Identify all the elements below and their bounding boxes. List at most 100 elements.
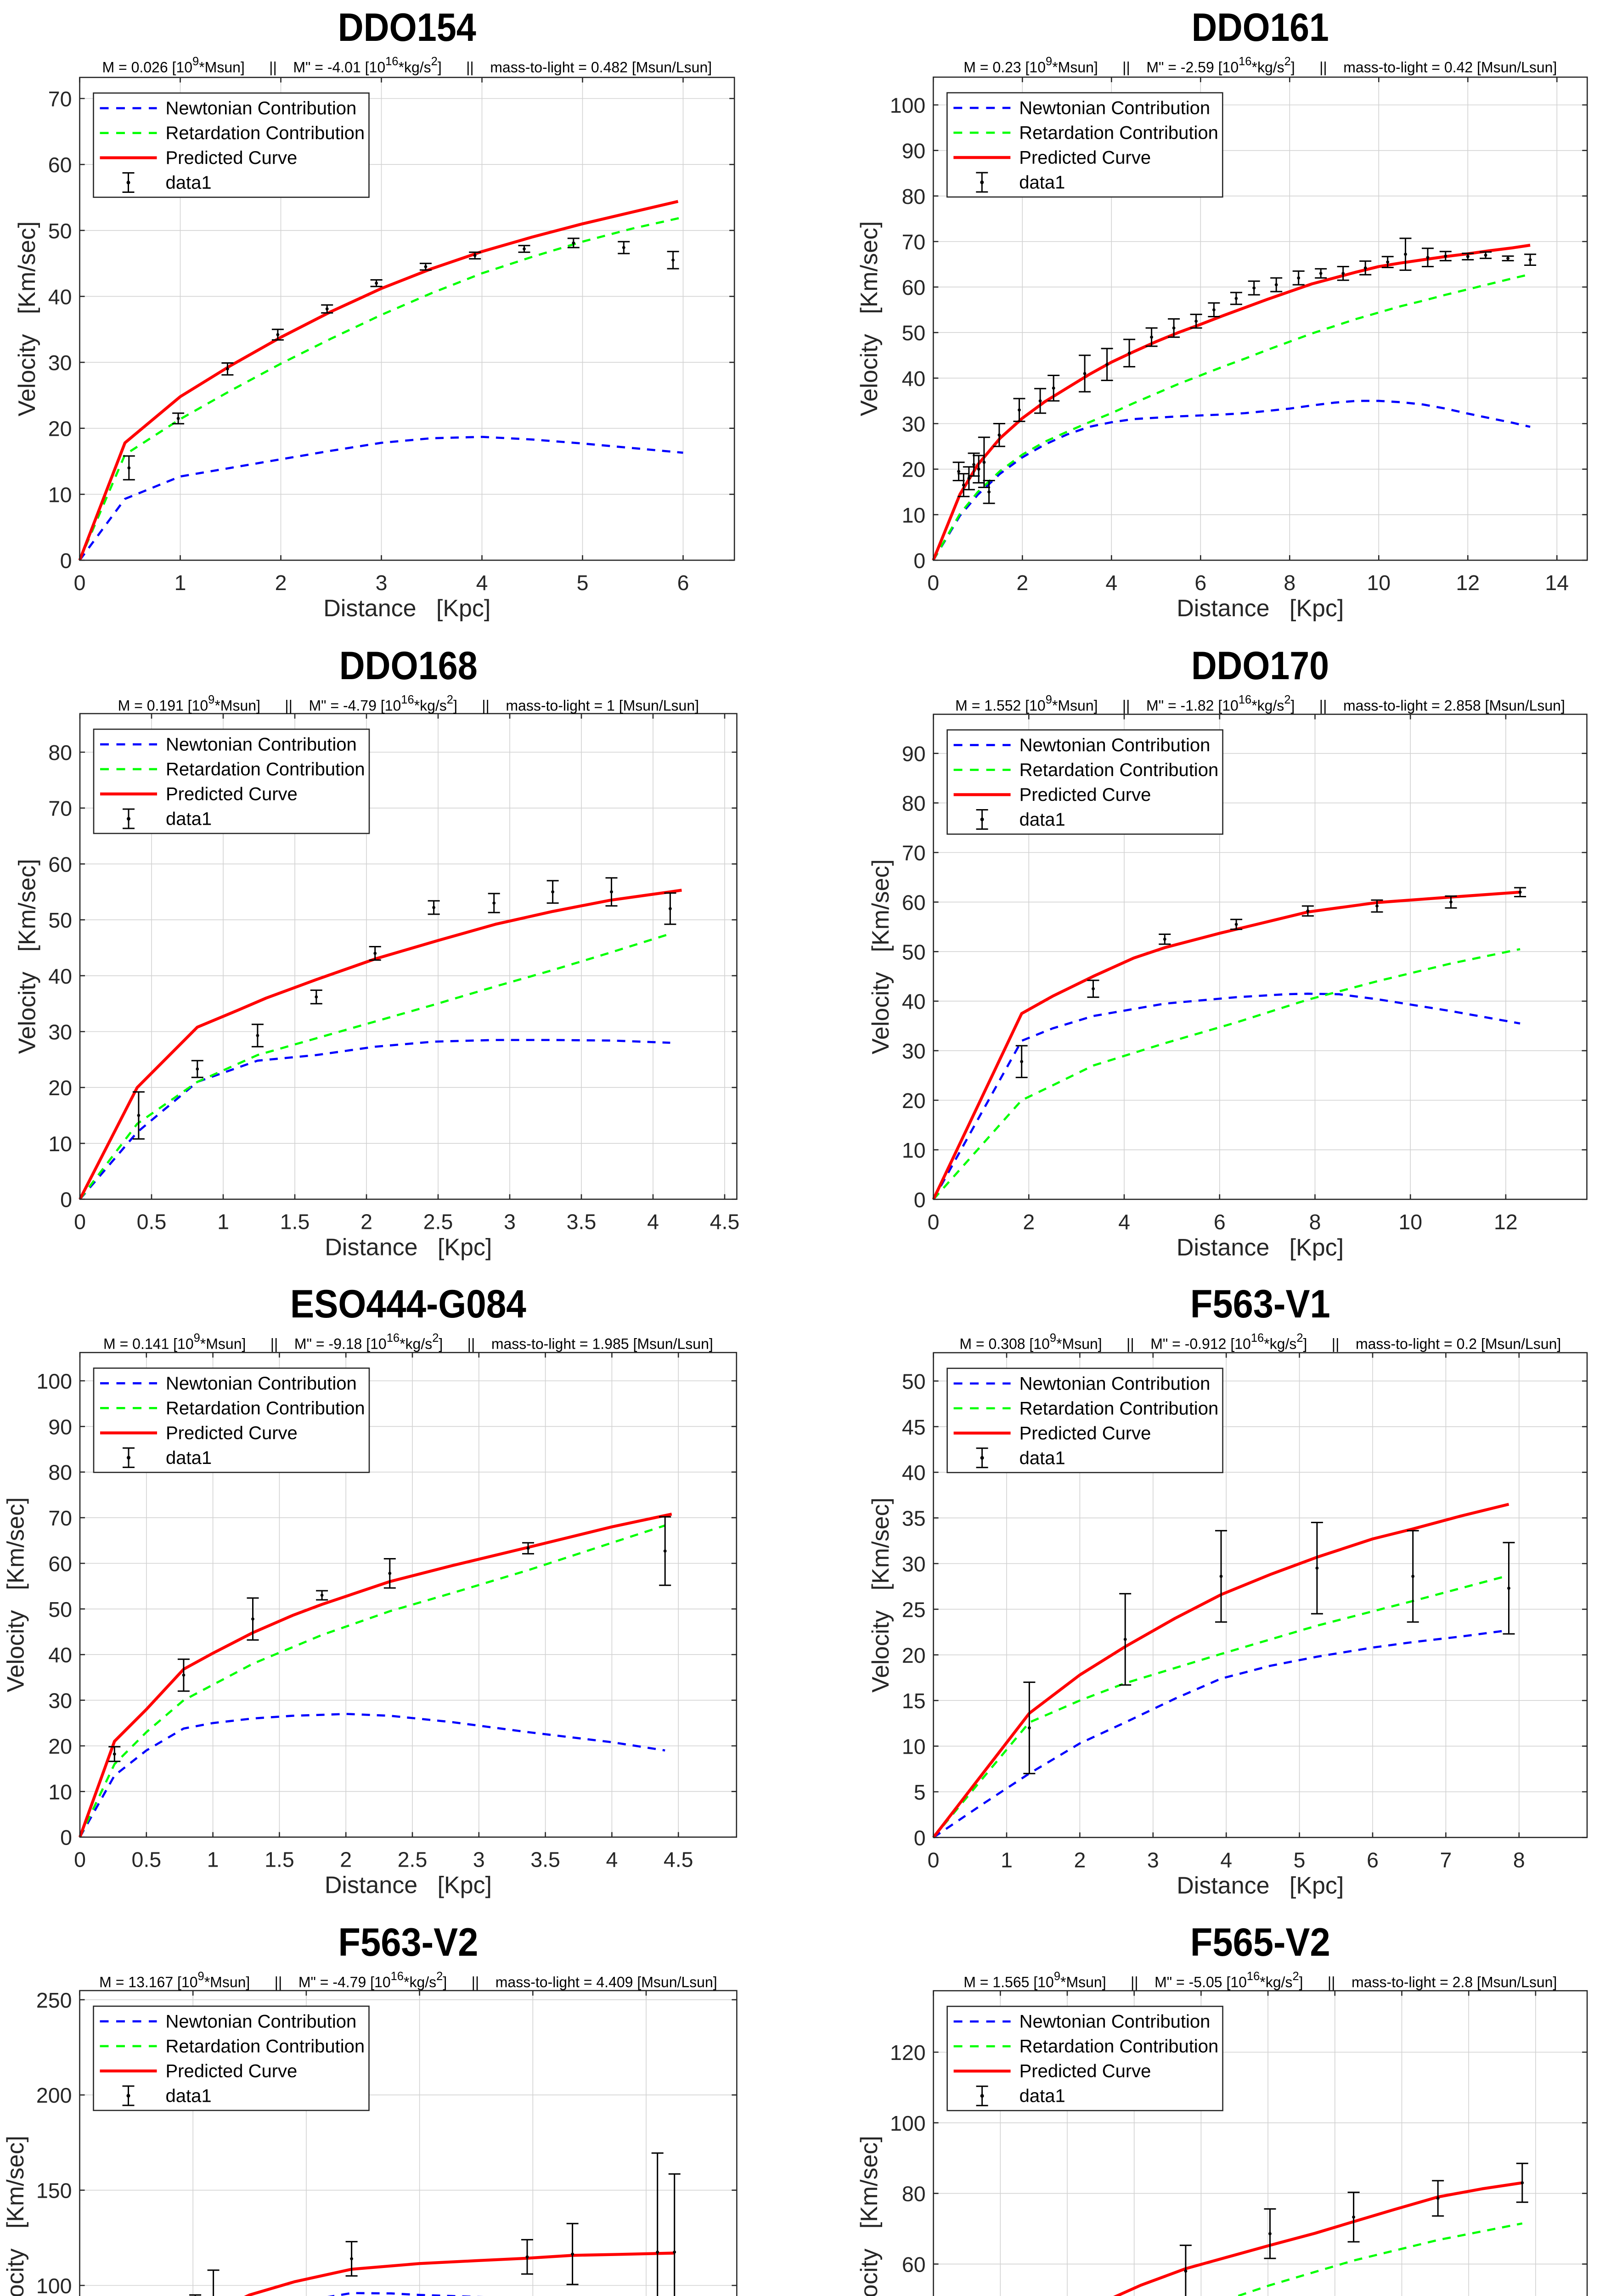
- svg-text:Newtonian Contribution: Newtonian Contribution: [166, 1373, 357, 1394]
- svg-text:Distance [Kpc]: Distance [Kpc]: [1177, 595, 1344, 622]
- svg-text:0: 0: [60, 1826, 72, 1850]
- svg-text:3: 3: [1147, 1848, 1159, 1872]
- svg-text:12: 12: [1494, 1210, 1518, 1234]
- svg-text:Velocity [Km/sec]: Velocity [Km/sec]: [2, 2136, 29, 2296]
- svg-text:DDO161: DDO161: [1192, 6, 1329, 50]
- svg-text:Velocity [Km/sec]: Velocity [Km/sec]: [14, 859, 40, 1054]
- svg-text:20: 20: [48, 1734, 72, 1758]
- svg-text:70: 70: [902, 841, 926, 865]
- svg-text:Velocity [Km/sec]: Velocity [Km/sec]: [3, 1497, 29, 1693]
- svg-text:data1: data1: [166, 173, 212, 193]
- svg-text:data1: data1: [1019, 173, 1065, 193]
- svg-text:Predicted Curve: Predicted Curve: [1019, 1423, 1151, 1443]
- svg-text:20: 20: [902, 1643, 926, 1667]
- svg-text:250: 250: [36, 1988, 72, 2012]
- svg-text:35: 35: [902, 1507, 926, 1531]
- svg-text:40: 40: [48, 1643, 72, 1667]
- svg-text:8: 8: [1309, 1210, 1321, 1234]
- svg-text:10: 10: [902, 503, 926, 527]
- svg-text:1: 1: [207, 1848, 219, 1872]
- svg-text:4: 4: [606, 1848, 618, 1872]
- svg-text:2.5: 2.5: [423, 1210, 453, 1234]
- svg-text:Predicted Curve: Predicted Curve: [1019, 785, 1151, 805]
- svg-text:40: 40: [48, 285, 72, 309]
- svg-text:30: 30: [902, 1552, 926, 1576]
- svg-text:100: 100: [890, 2111, 926, 2135]
- svg-text:30: 30: [902, 412, 926, 436]
- svg-text:1: 1: [1001, 1848, 1013, 1872]
- svg-text:Newtonian Contribution: Newtonian Contribution: [1019, 735, 1211, 755]
- svg-text:100: 100: [890, 94, 926, 118]
- svg-text:4.5: 4.5: [664, 1848, 693, 1872]
- svg-text:50: 50: [902, 1369, 926, 1393]
- svg-text:0: 0: [60, 1188, 72, 1212]
- svg-text:Distance [Kpc]: Distance [Kpc]: [325, 1234, 492, 1261]
- svg-text:Newtonian Contribution: Newtonian Contribution: [166, 735, 357, 755]
- svg-text:4: 4: [1118, 1210, 1130, 1234]
- svg-text:10: 10: [48, 1132, 72, 1156]
- svg-text:Predicted Curve: Predicted Curve: [1019, 148, 1151, 168]
- svg-text:3.5: 3.5: [567, 1210, 597, 1234]
- svg-text:Retardation Contribution: Retardation Contribution: [1019, 2037, 1219, 2057]
- svg-text:10: 10: [1398, 1210, 1422, 1234]
- svg-text:60: 60: [902, 2252, 926, 2276]
- svg-text:1: 1: [175, 571, 186, 595]
- svg-text:Velocity [Km/sec]: Velocity [Km/sec]: [856, 221, 883, 416]
- svg-text:4.5: 4.5: [710, 1210, 740, 1234]
- svg-text:Predicted Curve: Predicted Curve: [166, 1423, 298, 1443]
- svg-text:70: 70: [48, 87, 72, 111]
- svg-text:10: 10: [48, 483, 72, 506]
- svg-text:20: 20: [48, 417, 72, 441]
- svg-text:1.5: 1.5: [280, 1210, 310, 1234]
- svg-text:Newtonian Contribution: Newtonian Contribution: [166, 2011, 357, 2032]
- svg-text:2: 2: [340, 1848, 352, 1872]
- svg-text:6: 6: [677, 571, 689, 595]
- svg-text:6: 6: [1194, 571, 1206, 595]
- svg-text:6: 6: [1367, 1848, 1379, 1872]
- svg-text:DDO154: DDO154: [338, 6, 476, 50]
- svg-text:90: 90: [902, 139, 926, 163]
- svg-text:25: 25: [902, 1598, 926, 1621]
- svg-text:0: 0: [914, 1188, 926, 1212]
- svg-text:5: 5: [914, 1780, 926, 1804]
- svg-text:0.5: 0.5: [131, 1848, 161, 1872]
- svg-text:7: 7: [1440, 1848, 1452, 1872]
- svg-text:0: 0: [913, 549, 925, 573]
- svg-text:Distance [Kpc]: Distance [Kpc]: [325, 1872, 492, 1899]
- svg-text:Newtonian Contribution: Newtonian Contribution: [1019, 2012, 1211, 2032]
- svg-text:Newtonian Contribution: Newtonian Contribution: [1019, 98, 1210, 118]
- svg-text:50: 50: [48, 1598, 72, 1621]
- svg-text:50: 50: [48, 219, 72, 243]
- svg-text:3.5: 3.5: [530, 1848, 560, 1872]
- svg-text:80: 80: [902, 185, 926, 208]
- svg-text:Distance [Kpc]: Distance [Kpc]: [1177, 1872, 1344, 1899]
- svg-text:6: 6: [1214, 1210, 1226, 1234]
- svg-text:3: 3: [376, 571, 388, 595]
- svg-text:F565-V2: F565-V2: [1190, 1920, 1330, 1964]
- svg-text:10: 10: [1367, 571, 1391, 595]
- svg-text:70: 70: [902, 230, 926, 254]
- svg-text:1.5: 1.5: [265, 1848, 294, 1872]
- svg-text:90: 90: [48, 1415, 72, 1439]
- svg-text:Newtonian Contribution: Newtonian Contribution: [1019, 1373, 1211, 1394]
- svg-text:3: 3: [473, 1848, 485, 1872]
- svg-text:Retardation Contribution: Retardation Contribution: [1019, 123, 1218, 143]
- svg-text:20: 20: [902, 1089, 926, 1113]
- svg-text:data1: data1: [166, 2086, 212, 2106]
- svg-text:8: 8: [1284, 571, 1295, 595]
- svg-text:0: 0: [914, 1826, 926, 1850]
- svg-text:Velocity [Km/sec]: Velocity [Km/sec]: [856, 2136, 883, 2296]
- svg-text:1: 1: [217, 1210, 229, 1234]
- svg-text:Retardation Contribution: Retardation Contribution: [166, 1398, 365, 1418]
- svg-text:2: 2: [275, 571, 287, 595]
- svg-text:4: 4: [476, 571, 488, 595]
- svg-text:Velocity [Km/sec]: Velocity [Km/sec]: [14, 221, 40, 416]
- svg-text:80: 80: [48, 741, 72, 765]
- svg-text:Predicted Curve: Predicted Curve: [166, 784, 298, 805]
- svg-text:DDO168: DDO168: [339, 644, 478, 688]
- svg-text:Velocity [Km/sec]: Velocity [Km/sec]: [867, 859, 894, 1054]
- svg-text:F563-V1: F563-V1: [1190, 1282, 1330, 1326]
- svg-text:2: 2: [1074, 1848, 1086, 1872]
- svg-text:40: 40: [48, 964, 72, 988]
- svg-text:60: 60: [48, 852, 72, 876]
